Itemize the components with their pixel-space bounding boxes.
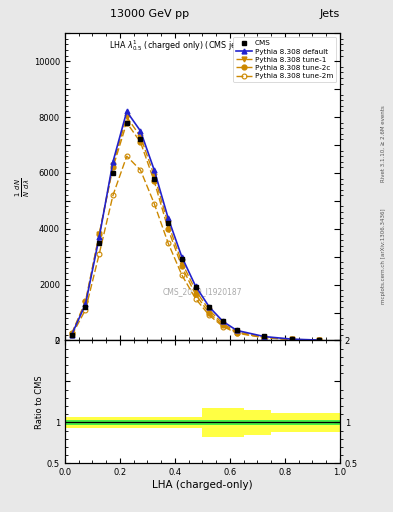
CMS [152,176,156,182]
Pythia 8.308 tune-2c [111,164,116,170]
Pythia 8.308 tune-2m [152,201,156,207]
Legend: CMS, Pythia 8.308 default, Pythia 8.308 tune-1, Pythia 8.308 tune-2c, Pythia 8.3: CMS, Pythia 8.308 default, Pythia 8.308 … [233,37,336,82]
Pythia 8.308 tune-2m [317,337,322,343]
Pythia 8.308 tune-1 [111,161,116,167]
X-axis label: LHA (charged-only): LHA (charged-only) [152,480,253,490]
Text: Jets: Jets [320,9,340,19]
Line: Pythia 8.308 tune-2m: Pythia 8.308 tune-2m [69,154,322,343]
Pythia 8.308 tune-1 [262,334,267,340]
Pythia 8.308 tune-2m [97,251,101,257]
Text: CMS_2019_I1920187: CMS_2019_I1920187 [163,287,242,296]
Pythia 8.308 tune-2m [193,295,198,302]
Pythia 8.308 default [166,215,171,221]
Pythia 8.308 tune-2m [125,153,129,159]
Pythia 8.308 tune-2c [193,291,198,297]
Pythia 8.308 default [111,159,116,165]
CMS [262,333,267,339]
Pythia 8.308 tune-2m [111,192,116,198]
Pythia 8.308 tune-2m [138,167,143,173]
Pythia 8.308 tune-1 [234,329,239,335]
Pythia 8.308 tune-2c [69,330,74,336]
Pythia 8.308 tune-2c [262,334,267,340]
Pythia 8.308 tune-1 [207,307,212,313]
Pythia 8.308 tune-2c [83,298,88,305]
CMS [69,332,74,338]
Pythia 8.308 tune-1 [152,173,156,179]
Text: mcplots.cern.ch [arXiv:1306.3436]: mcplots.cern.ch [arXiv:1306.3436] [381,208,386,304]
Pythia 8.308 tune-1 [97,231,101,238]
Pythia 8.308 default [69,332,74,338]
Pythia 8.308 tune-1 [166,220,171,226]
Pythia 8.308 tune-2m [83,307,88,313]
Pythia 8.308 tune-2m [262,335,267,341]
Pythia 8.308 tune-1 [317,337,322,343]
Pythia 8.308 default [152,167,156,173]
Pythia 8.308 tune-2c [289,336,294,343]
Pythia 8.308 default [207,304,212,310]
Pythia 8.308 default [83,301,88,307]
Pythia 8.308 tune-2c [317,337,322,343]
Pythia 8.308 tune-2m [234,330,239,336]
Pythia 8.308 tune-2c [97,231,101,238]
Pythia 8.308 default [289,336,294,342]
Text: LHA $\lambda^1_{0.5}$ (charged only) (CMS jet substructure): LHA $\lambda^1_{0.5}$ (charged only) (CM… [109,38,296,53]
Pythia 8.308 tune-2c [234,330,239,336]
Pythia 8.308 tune-1 [138,134,143,140]
Pythia 8.308 default [317,337,322,343]
CMS [125,120,129,126]
Pythia 8.308 tune-2c [179,263,184,269]
Line: Pythia 8.308 tune-1: Pythia 8.308 tune-1 [69,115,322,343]
Pythia 8.308 tune-2m [69,332,74,338]
Pythia 8.308 tune-2c [166,226,171,232]
Pythia 8.308 tune-1 [179,259,184,265]
Pythia 8.308 default [138,128,143,134]
Pythia 8.308 tune-2c [125,120,129,126]
Pythia 8.308 tune-1 [69,331,74,337]
Y-axis label: Ratio to CMS: Ratio to CMS [35,375,44,429]
Y-axis label: $\frac{1}{N}\,\frac{dN}{d\lambda}$: $\frac{1}{N}\,\frac{dN}{d\lambda}$ [14,177,32,197]
Text: 13000 GeV pp: 13000 GeV pp [110,9,189,19]
CMS [83,304,88,310]
Pythia 8.308 tune-1 [221,321,226,327]
CMS [97,240,101,246]
Pythia 8.308 tune-2m [289,336,294,343]
CMS [207,304,212,310]
Pythia 8.308 tune-2m [179,272,184,278]
CMS [166,220,171,226]
Pythia 8.308 tune-2c [138,139,143,145]
Pythia 8.308 default [125,109,129,115]
Pythia 8.308 default [97,234,101,240]
Pythia 8.308 default [262,333,267,339]
Pythia 8.308 tune-2c [207,310,212,316]
Pythia 8.308 tune-2c [221,323,226,329]
CMS [179,257,184,263]
Pythia 8.308 tune-2c [152,178,156,184]
Pythia 8.308 tune-2m [221,324,226,330]
Pythia 8.308 default [221,318,226,325]
Line: CMS: CMS [70,120,321,342]
Line: Pythia 8.308 default: Pythia 8.308 default [69,109,322,343]
CMS [317,337,322,343]
Pythia 8.308 tune-2m [207,312,212,318]
CMS [221,318,226,324]
Pythia 8.308 tune-2m [166,240,171,246]
Line: Pythia 8.308 tune-2c: Pythia 8.308 tune-2c [69,120,322,343]
CMS [111,170,116,176]
Pythia 8.308 tune-1 [289,336,294,343]
CMS [138,136,143,142]
CMS [289,336,294,342]
Pythia 8.308 default [179,253,184,260]
Pythia 8.308 tune-1 [193,287,198,293]
CMS [193,284,198,290]
Pythia 8.308 default [234,327,239,333]
Pythia 8.308 tune-1 [83,300,88,306]
Pythia 8.308 tune-1 [125,114,129,120]
CMS [234,327,239,333]
Pythia 8.308 default [193,283,198,289]
Text: Rivet 3.1.10, ≥ 2.6M events: Rivet 3.1.10, ≥ 2.6M events [381,105,386,182]
